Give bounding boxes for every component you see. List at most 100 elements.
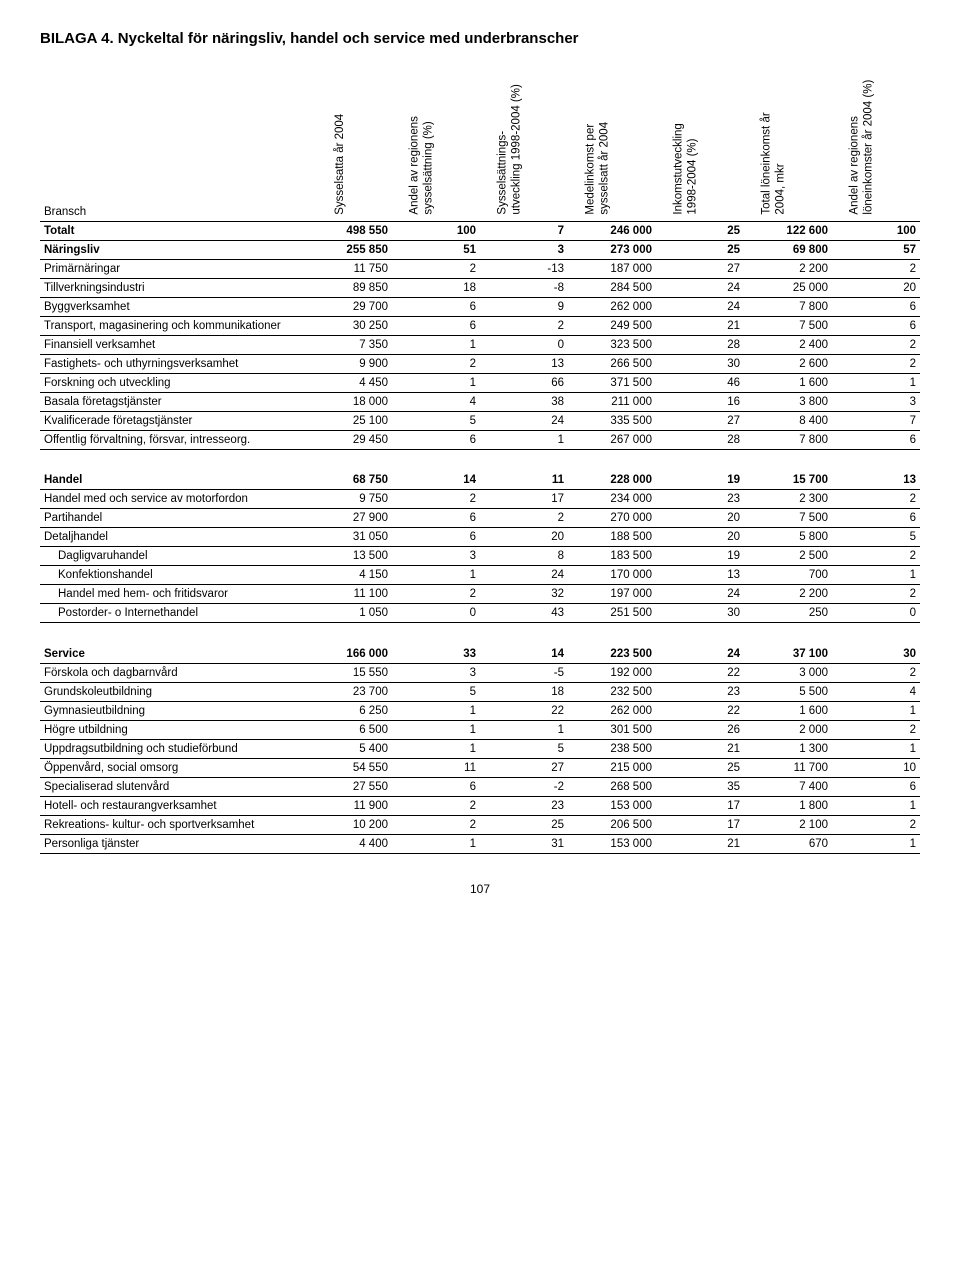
cell-value: 1 [392,566,480,585]
row-label: Tillverkningsindustri [40,278,304,297]
table-row: Byggverksamhet29 70069262 000247 8006 [40,297,920,316]
column-header-line: sysselsättning (%) [422,116,436,214]
cell-value: 89 850 [304,278,392,297]
column-header-line: Sysselsättnings- [496,84,510,214]
cell-value: 187 000 [568,259,656,278]
cell-value: 68 750 [304,471,392,490]
cell-value: 2 100 [744,815,832,834]
cell-value: 6 [832,430,920,449]
cell-value: 2 [480,509,568,528]
table-row: Rekreations- kultur- och sportverksamhet… [40,815,920,834]
cell-value: 24 [480,566,568,585]
column-header-line: utveckling 1998-2004 (%) [510,84,524,214]
cell-value: 7 400 [744,777,832,796]
cell-value: 301 500 [568,720,656,739]
cell-value: 335 500 [568,411,656,430]
cell-value: 13 [480,354,568,373]
row-label: Handel med och service av motorfordon [40,490,304,509]
cell-value: 22 [656,701,744,720]
data-table: Bransch Sysselsatta år 2004Andel av regi… [40,71,920,854]
table-row: Kvalificerade företagstjänster25 1005243… [40,411,920,430]
cell-value: 11 100 [304,585,392,604]
cell-value: 197 000 [568,585,656,604]
cell-value: 8 400 [744,411,832,430]
table-row: Personliga tjänster4 400131153 000216701 [40,834,920,853]
table-row: Offentlig förvaltning, försvar, intresse… [40,430,920,449]
cell-value: 28 [656,430,744,449]
cell-value: 166 000 [304,645,392,664]
row-label: Specialiserad slutenvård [40,777,304,796]
section-gap [40,449,920,471]
cell-value: 24 [656,585,744,604]
cell-value: 13 500 [304,547,392,566]
cell-value: 250 [744,604,832,623]
table-row: Uppdragsutbildning och studieförbund5 40… [40,739,920,758]
cell-value: 26 [656,720,744,739]
cell-value: 7 [832,411,920,430]
cell-value: 10 200 [304,815,392,834]
cell-value: 2 [480,316,568,335]
cell-value: 25 [656,758,744,777]
cell-value: 2 600 [744,354,832,373]
row-label: Basala företagstjänster [40,392,304,411]
row-label: Hotell- och restaurangverksamhet [40,796,304,815]
table-row: Service166 0003314223 5002437 10030 [40,645,920,664]
column-header-line: Inkomstutveckling [672,123,686,214]
cell-value: 2 [832,815,920,834]
cell-value: 17 [480,490,568,509]
column-header: Sysselsättnings-utveckling 1998-2004 (%) [480,71,568,221]
column-header-line: sysselsatt år 2004 [598,122,612,215]
row-label: Grundskoleutbildning [40,682,304,701]
row-label: Gymnasieutbildning [40,701,304,720]
row-label: Offentlig förvaltning, försvar, intresse… [40,430,304,449]
cell-value: 25 [656,221,744,240]
cell-value: 18 [392,278,480,297]
cell-value: 22 [480,701,568,720]
cell-value: 7 500 [744,509,832,528]
row-label: Konfektionshandel [40,566,304,585]
cell-value: 1 [392,373,480,392]
row-label: Transport, magasinering och kommunikatio… [40,316,304,335]
cell-value: 3 000 [744,663,832,682]
cell-value: 3 [392,547,480,566]
cell-value: 153 000 [568,796,656,815]
cell-value: 122 600 [744,221,832,240]
row-label: Förskola och dagbarnvård [40,663,304,682]
column-header-line: Sysselsatta år 2004 [334,113,348,214]
cell-value: 1 [832,739,920,758]
cell-value: 6 500 [304,720,392,739]
cell-value: 32 [480,585,568,604]
cell-value: 27 900 [304,509,392,528]
cell-value: 249 500 [568,316,656,335]
column-header: Total löneinkomst år2004, mkr [744,71,832,221]
column-header-line: Andel av regionens [408,116,422,214]
row-label: Byggverksamhet [40,297,304,316]
cell-value: 6 250 [304,701,392,720]
cell-value: 1 300 [744,739,832,758]
cell-value: 69 800 [744,240,832,259]
row-label: Postorder- o Internethandel [40,604,304,623]
cell-value: 268 500 [568,777,656,796]
cell-value: 11 900 [304,796,392,815]
table-row: Forskning och utveckling4 450166371 5004… [40,373,920,392]
cell-value: 0 [832,604,920,623]
table-row: Specialiserad slutenvård27 5506-2268 500… [40,777,920,796]
page-number: 107 [40,882,920,896]
cell-value: 25 100 [304,411,392,430]
table-row: Tillverkningsindustri89 85018-8284 50024… [40,278,920,297]
table-row: Primärnäringar11 7502-13187 000272 2002 [40,259,920,278]
table-row: Förskola och dagbarnvård15 5503-5192 000… [40,663,920,682]
cell-value: 1 [480,720,568,739]
cell-value: 1 [832,834,920,853]
cell-value: 6 [832,297,920,316]
table-row: Hotell- och restaurangverksamhet11 90022… [40,796,920,815]
row-label: Handel [40,471,304,490]
cell-value: 4 450 [304,373,392,392]
cell-value: 6 [832,777,920,796]
cell-value: 20 [832,278,920,297]
table-row: Handel med och service av motorfordon9 7… [40,490,920,509]
table-row: Näringsliv255 850513273 0002569 80057 [40,240,920,259]
cell-value: 24 [656,278,744,297]
cell-value: -5 [480,663,568,682]
row-label: Högre utbildning [40,720,304,739]
